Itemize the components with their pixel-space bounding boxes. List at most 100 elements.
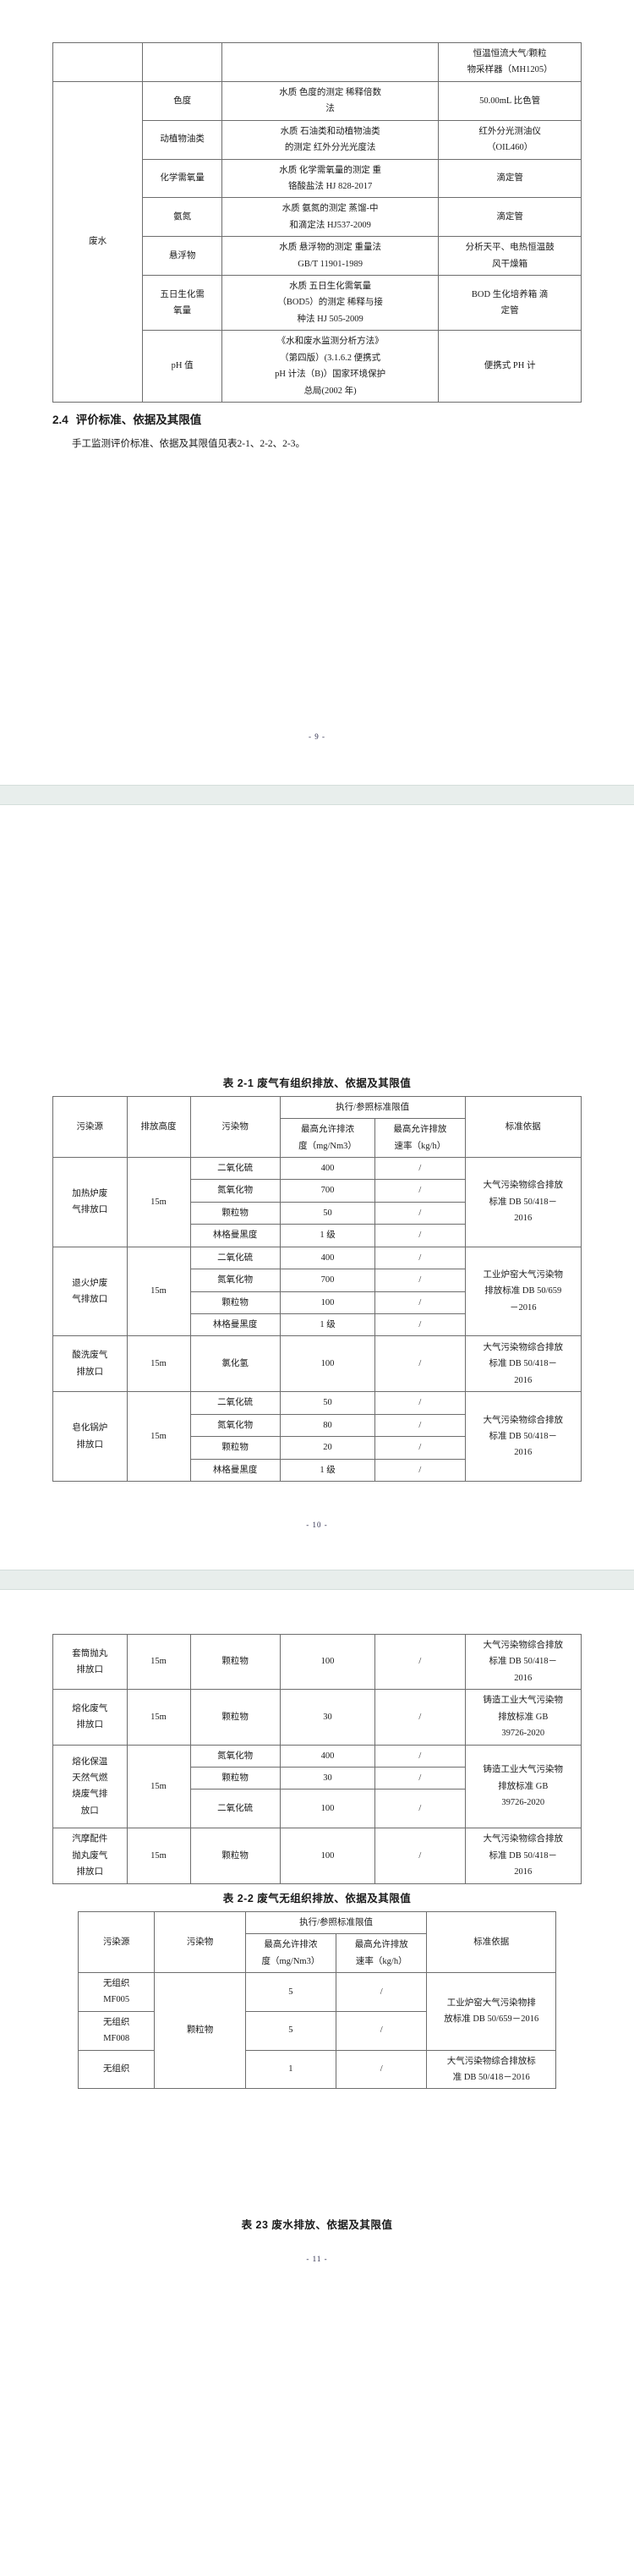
table-row: 退火炉废 气排放口 15m 二氧化硫 400 / 工业炉窑大气污染物 排放标准 …: [52, 1246, 582, 1337]
cell-rate: /: [374, 1828, 466, 1884]
cell-height: 15m: [126, 1828, 191, 1884]
cell-pollutant: 林格曼黑度: [189, 1458, 281, 1483]
cell-pollutant: 二氧化硫: [189, 1789, 281, 1829]
cell-source: 汽摩配件 抛丸废气 排放口: [52, 1828, 128, 1884]
table-row: 加热炉废 气排放口 15m 二氧化硫 400 / 大气污染物综合排放 标准 DB…: [52, 1156, 582, 1247]
table-row: 汽摩配件 抛丸废气 排放口 15m 颗粒物 100 / 大气污染物综合排放 标准…: [52, 1828, 582, 1884]
cell-device: 便携式 PH 计: [438, 330, 582, 403]
cell-height: 15m: [126, 1156, 191, 1247]
table-22-fugitive-exhaust: 污染源 污染物 执行/参照标准限值 标准依据 最高允许排浓 度（mg/Nm3） …: [77, 1910, 556, 2090]
cell-pollutant: 颗粒物: [189, 1828, 281, 1884]
header-pollutant: 污染物: [154, 1910, 246, 1973]
header-max-rate: 最高允许排放 速率（kg/h）: [374, 1118, 466, 1158]
cell-conc: 50: [279, 1391, 376, 1415]
section-number: 2.4: [52, 414, 68, 427]
cell-conc: 50: [279, 1201, 376, 1225]
cell-pollutant: 氮氧化物: [189, 1179, 281, 1203]
cell-source: 无组织: [77, 2049, 156, 2090]
table-row: 化学需氧量 水质 化学需氧量的测定 重 铬酸盐法 HJ 828-2017 滴定管: [53, 158, 582, 199]
table-row: 林格曼黑度 1 级 /: [53, 1224, 582, 1247]
cell-basis: 铸造工业大气污染物 排放标准 GB 39726-2020: [464, 1744, 582, 1829]
cell-basis: 铸造工业大气污染物 排放标准 GB 39726-2020: [464, 1689, 582, 1746]
table-row: 套筒抛丸 排放口 15m 颗粒物 100 / 大气污染物综合排放 标准 DB 5…: [52, 1634, 582, 1691]
cell-source: [52, 42, 144, 82]
document-page-1: 恒温恒流大气/颗粒 物采样器（MH1205） 废水 色度 水质 色度的测定 稀释…: [0, 0, 634, 785]
cell-pollutant: 二氧化硫: [189, 1391, 281, 1415]
cell-height: 15m: [126, 1744, 191, 1829]
cell-device: 分析天平、电热恒温鼓 风干燥箱: [438, 236, 582, 277]
cell-conc: 1 级: [279, 1313, 376, 1337]
cell-pollutant: 二氧化硫: [189, 1156, 281, 1181]
cell-rate: /: [374, 1789, 466, 1829]
cell-rate: /: [374, 1201, 466, 1225]
cell-method: [221, 42, 440, 82]
table-row: 废水 色度 水质 色度的测定 稀释倍数 法 50.00mL 比色管: [52, 80, 582, 403]
cell-conc: 5: [244, 2010, 337, 2051]
table-row: 酸洗废气 排放口 15m 氯化氢 100 / 大气污染物综合排放 标准 DB 5…: [52, 1335, 582, 1393]
cell-conc: 400: [279, 1246, 376, 1270]
cell-conc: 1: [244, 2049, 337, 2090]
table-row: 氮氧化物 700 /: [53, 1179, 582, 1203]
cell-rate: /: [374, 1391, 466, 1415]
cell-rate: /: [374, 1313, 466, 1337]
cell-rate: /: [374, 1269, 466, 1292]
cell-pollutant: 林格曼黑度: [189, 1313, 281, 1337]
cell-device: 滴定管: [438, 158, 582, 199]
cell-basis: 工业炉窑大气污染物 排放标准 DB 50/659 －2016: [464, 1246, 582, 1337]
table-row: 悬浮物 水质 悬浮物的测定 重量法 GB/T 11901-1989 分析天平、电…: [53, 236, 582, 277]
cell-device: 红外分光测油仪 （OIL460）: [438, 119, 582, 160]
cell-conc: 100: [279, 1291, 376, 1314]
wastewater-method-table: 恒温恒流大气/颗粒 物采样器（MH1205） 废水 色度 水质 色度的测定 稀释…: [52, 42, 582, 403]
cell-conc: 100: [279, 1634, 376, 1691]
table-row: 颗粒物 30 /: [53, 1766, 582, 1790]
table-row: 氨氮 水质 氨氮的测定 蒸馏-中 和滴定法 HJ537-2009 滴定管: [53, 197, 582, 238]
table-row: 二氧化硫 100 /: [53, 1789, 582, 1829]
cell-conc: 400: [279, 1156, 376, 1181]
cell-pollutant: 颗粒物: [189, 1436, 281, 1460]
cell-source: 皂化锅炉 排放口: [52, 1391, 128, 1483]
table-row: 林格曼黑度 1 级 /: [53, 1458, 582, 1483]
cell-basis: 大气污染物综合排放标 准 DB 50/418－2016: [426, 2049, 556, 2090]
cell-conc: 30: [279, 1766, 376, 1790]
cell-device: 恒温恒流大气/颗粒 物采样器（MH1205）: [438, 42, 582, 82]
cell-pollutant: 颗粒物: [189, 1291, 281, 1314]
cell-rate: /: [374, 1436, 466, 1460]
header-basis: 标准依据: [426, 1910, 556, 1973]
header-height: 排放高度: [126, 1095, 191, 1158]
table-header-row-2: 最高允许排浓 度（mg/Nm3） 最高允许排放 速率（kg/h）: [79, 1933, 556, 1973]
page-number: - 9 -: [309, 732, 325, 741]
cell-method: 水质 石油类和动植物油类 的测定 红外分光光度法: [221, 119, 440, 160]
cell-pollutant: 颗粒物: [189, 1766, 281, 1790]
cell-pollutant: 颗粒物: [189, 1201, 281, 1225]
cell-method: 水质 五日生化需氧量 （BOD5）的测定 稀释与接 种法 HJ 505-2009: [221, 275, 440, 332]
cell-rate: /: [336, 1971, 428, 2012]
document-page-3: 套筒抛丸 排放口 15m 颗粒物 100 / 大气污染物综合排放 标准 DB 5…: [0, 1590, 634, 2288]
header-pollutant: 污染物: [189, 1095, 281, 1158]
cell-rate: /: [374, 1291, 466, 1314]
cell-param: 色度: [142, 80, 222, 121]
cell-param: pH 值: [142, 330, 222, 403]
cell-conc: 20: [279, 1436, 376, 1460]
cell-source: 熔化废气 排放口: [52, 1689, 128, 1746]
table-row: 五日生化需 氧量 水质 五日生化需氧量 （BOD5）的测定 稀释与接 种法 HJ…: [53, 275, 582, 332]
table-header-row: 污染源 排放高度 污染物 执行/参照标准限值 标准依据: [52, 1095, 582, 1158]
table-21-continued: 套筒抛丸 排放口 15m 颗粒物 100 / 大气污染物综合排放 标准 DB 5…: [52, 1634, 582, 1884]
cell-source: 酸洗废气 排放口: [52, 1335, 128, 1393]
header-basis: 标准依据: [464, 1095, 582, 1158]
cell-rate: /: [374, 1744, 466, 1768]
header-max-conc: 最高允许排浓 度（mg/Nm3）: [279, 1118, 376, 1158]
header-source: 污染源: [52, 1095, 128, 1158]
cell-conc: 30: [279, 1689, 376, 1746]
cell-pollutant: 二氧化硫: [189, 1246, 281, 1270]
header-max-conc: 最高允许排浓 度（mg/Nm3）: [244, 1933, 337, 1973]
cell-rate: /: [374, 1458, 466, 1483]
section-heading-2-4: 2.4 评价标准、依据及其限值: [52, 410, 582, 427]
cell-pollutant: 氯化氢: [189, 1335, 281, 1393]
cell-basis: 大气污染物综合排放 标准 DB 50/418－ 2016: [464, 1156, 582, 1247]
cell-basis: 大气污染物综合排放 标准 DB 50/418－ 2016: [464, 1391, 582, 1483]
cell-conc: 5: [244, 1971, 337, 2012]
table-23-caption: 表 23 废水排放、依据及其限值: [241, 2219, 393, 2232]
header-max-rate: 最高允许排放 速率（kg/h）: [336, 1933, 428, 1973]
cell-param: 悬浮物: [142, 236, 222, 277]
table-row: 恒温恒流大气/颗粒 物采样器（MH1205）: [52, 42, 582, 82]
